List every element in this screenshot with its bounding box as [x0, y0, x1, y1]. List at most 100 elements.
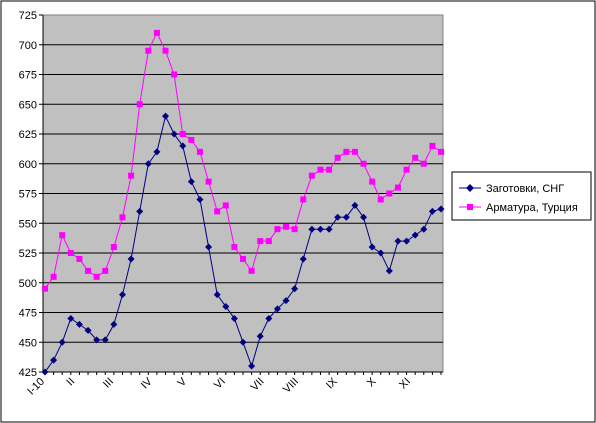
legend-marker-armatura — [467, 204, 473, 210]
data-point-diamond — [170, 130, 178, 138]
data-point-square — [248, 267, 255, 274]
data-point-diamond — [230, 314, 238, 322]
data-point-diamond — [256, 332, 264, 340]
data-point-diamond — [110, 320, 118, 328]
data-point-square — [119, 214, 126, 221]
data-point-square — [102, 267, 109, 274]
data-point-square — [412, 154, 419, 161]
data-point-diamond — [420, 225, 428, 233]
y-tick-label: 450 — [19, 337, 37, 349]
data-point-square — [136, 101, 143, 108]
data-point-diamond — [93, 336, 101, 344]
data-point-diamond — [101, 336, 109, 344]
data-point-diamond — [187, 178, 195, 186]
y-tick-label: 600 — [19, 159, 37, 171]
data-point-square — [205, 178, 212, 185]
data-point-square — [231, 244, 238, 251]
y-tick-label: 550 — [19, 218, 37, 230]
data-point-square — [429, 142, 436, 149]
data-point-diamond — [325, 225, 333, 233]
data-point-square — [179, 131, 186, 137]
data-point-square — [171, 71, 178, 78]
data-point-diamond — [248, 362, 256, 370]
data-point-square — [343, 148, 350, 155]
data-point-square — [42, 285, 48, 292]
data-point-diamond — [308, 225, 316, 233]
y-tick-label: 425 — [19, 367, 37, 379]
data-point-square — [196, 148, 203, 155]
data-point-diamond — [403, 237, 411, 245]
data-point-square — [162, 47, 169, 54]
data-point-square — [308, 172, 315, 179]
legend-label-armatura: Арматура, Турция — [486, 202, 578, 214]
data-point-diamond — [377, 249, 385, 257]
data-point-square — [283, 223, 290, 230]
data-point-diamond — [50, 356, 58, 364]
data-point-square — [369, 178, 376, 185]
legend-label-zagotovki: Заготовки, СНГ — [486, 183, 564, 195]
data-point-diamond — [205, 243, 213, 251]
legend-box — [451, 171, 592, 221]
data-point-diamond — [394, 237, 402, 245]
data-point-diamond — [67, 314, 75, 322]
y-tick-label: 525 — [19, 248, 37, 260]
data-point-diamond — [316, 225, 324, 233]
data-point-square — [326, 166, 333, 173]
y-tick-label: 650 — [19, 99, 37, 111]
data-point-square — [67, 250, 74, 256]
data-point-diamond — [239, 338, 247, 346]
data-point-diamond — [58, 338, 66, 346]
data-point-diamond — [360, 213, 368, 221]
data-point-diamond — [179, 142, 187, 150]
data-point-square — [334, 154, 341, 161]
data-point-diamond — [342, 213, 350, 221]
y-tick-label: 725 — [19, 10, 37, 22]
gridlines — [43, 44, 443, 343]
data-point-square — [222, 202, 229, 209]
data-point-square — [50, 273, 57, 280]
data-point-square — [438, 148, 444, 155]
y-tick-label: 500 — [19, 278, 37, 290]
legend: Заготовки, СНГ Арматура, Турция — [451, 171, 592, 221]
data-point-diamond — [351, 201, 359, 209]
y-tick-label: 575 — [19, 189, 37, 201]
data-point-diamond — [162, 112, 170, 120]
data-point-square — [291, 226, 298, 233]
data-point-square — [403, 166, 410, 173]
data-point-square — [59, 232, 66, 239]
data-point-diamond — [222, 303, 230, 311]
data-point-diamond — [437, 205, 445, 213]
legend-marker-zagotovki — [466, 184, 474, 192]
data-point-diamond — [127, 255, 135, 263]
data-point-square — [265, 238, 272, 245]
data-point-diamond — [368, 243, 376, 251]
data-point-square — [317, 166, 324, 173]
y-tick-label: 625 — [19, 129, 37, 141]
data-point-square — [110, 244, 117, 251]
data-point-diamond — [265, 314, 273, 322]
data-point-square — [386, 190, 393, 197]
data-point-square — [76, 255, 83, 262]
data-point-diamond — [334, 213, 342, 221]
data-point-square — [300, 196, 307, 203]
data-point-diamond — [411, 231, 419, 239]
data-point-square — [188, 136, 195, 143]
data-point-square — [360, 160, 367, 167]
data-point-square — [128, 172, 135, 179]
data-point-square — [85, 267, 92, 274]
data-point-diamond — [291, 285, 299, 293]
data-point-square — [274, 226, 281, 233]
data-point-diamond — [153, 148, 161, 156]
data-point-diamond — [84, 326, 92, 334]
data-point-square — [377, 196, 384, 203]
data-point-diamond — [75, 320, 83, 328]
data-point-diamond — [213, 291, 221, 299]
data-point-diamond — [136, 207, 144, 215]
data-point-square — [145, 47, 152, 54]
data-point-square — [420, 160, 427, 167]
data-point-diamond — [282, 297, 290, 305]
data-point-square — [351, 148, 358, 155]
series-layer — [41, 29, 445, 376]
